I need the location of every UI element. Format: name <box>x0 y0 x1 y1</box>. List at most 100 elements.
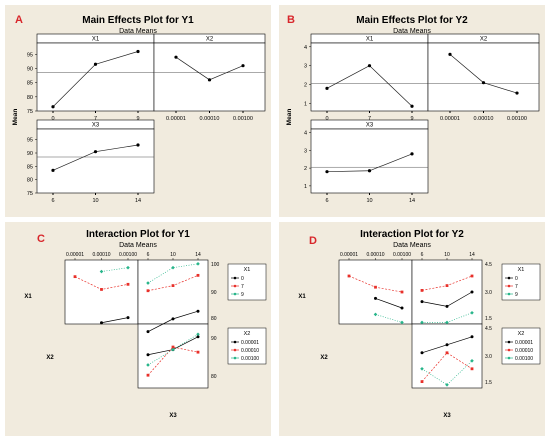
top-tick-label: 0.00001 <box>66 252 84 258</box>
data-point <box>126 316 130 320</box>
data-point <box>196 273 200 277</box>
legend-marker <box>233 340 237 344</box>
top-tick-label: 0.00100 <box>393 252 411 258</box>
data-point <box>470 359 474 363</box>
legend-title: X1 <box>244 267 251 273</box>
legend-title: X2 <box>244 331 251 337</box>
legend-marker <box>233 356 237 360</box>
legend-title: X2 <box>518 331 525 337</box>
series-line <box>421 352 473 382</box>
data-point <box>241 64 245 68</box>
data-point <box>171 265 175 270</box>
data-point <box>171 347 175 352</box>
data-point <box>126 282 130 286</box>
data-point <box>146 353 150 357</box>
panel-letter: D <box>309 235 317 247</box>
data-point <box>445 383 449 387</box>
data-point <box>448 52 452 56</box>
right-tick-label: 3.0 <box>485 354 492 360</box>
data-point <box>325 170 329 174</box>
factor-label: X1 <box>24 294 32 300</box>
data-point <box>470 274 474 278</box>
x-tick-label: 0.00010 <box>200 116 220 122</box>
chart-subtitle: Data Means <box>393 242 431 249</box>
strip-label: X3 <box>92 123 100 129</box>
x-tick-label: 7 <box>368 116 371 122</box>
strip-label: X2 <box>480 37 488 43</box>
data-point <box>196 350 200 354</box>
right-tick-label: 1.5 <box>485 316 492 322</box>
y-tick-label: 4 <box>304 45 307 51</box>
data-point <box>410 152 414 156</box>
top-tick-label: 0.00010 <box>366 252 384 258</box>
plot-area <box>36 42 155 112</box>
factor-label: X1 <box>298 294 306 300</box>
top-tick-label: 0.00010 <box>92 252 110 258</box>
data-point <box>445 343 449 347</box>
y-tick-label: 85 <box>27 81 33 87</box>
legend-marker <box>233 292 237 296</box>
plot-area <box>427 42 540 112</box>
data-point <box>196 262 200 266</box>
data-point <box>420 380 424 383</box>
right-tick-label: 90 <box>211 336 217 342</box>
panel-letter: B <box>287 14 295 26</box>
y-axis-label: Mean <box>12 109 19 126</box>
data-point <box>51 168 55 172</box>
data-point <box>445 284 449 287</box>
interaction-y1-plot: 0.00001 0.00010 0.00100 6 10 1410090809080X1X… <box>24 252 267 419</box>
legend-marker <box>507 284 511 288</box>
top-tick-label: 6 <box>147 252 150 258</box>
series-line <box>421 360 473 386</box>
y-tick-label: 4 <box>304 131 307 137</box>
y-tick-label: 90 <box>27 151 33 157</box>
legend-marker <box>507 292 511 296</box>
y-tick-label: 2 <box>304 83 307 89</box>
chart-subtitle: Data Means <box>119 28 157 35</box>
top-tick-label: 10 <box>170 252 176 258</box>
data-point <box>93 150 98 154</box>
strip-label: X1 <box>92 37 100 43</box>
data-point <box>347 274 351 278</box>
data-point <box>400 306 404 310</box>
data-point <box>171 345 175 349</box>
data-point <box>136 143 140 147</box>
right-tick-label: 90 <box>211 290 217 296</box>
panel-a: A Main Effects Plot for Y1 Data Means X1… <box>5 5 271 217</box>
y-tick-label: 2 <box>304 166 307 172</box>
data-point <box>374 296 377 300</box>
y-tick-label: 3 <box>304 148 307 154</box>
data-point <box>445 304 449 308</box>
chart-title: Main Effects Plot for Y2 <box>356 15 468 26</box>
data-point <box>100 288 103 291</box>
x-tick-label: 9 <box>136 116 139 122</box>
data-point <box>146 330 150 334</box>
legend-marker <box>233 348 237 352</box>
top-tick-label: 6 <box>421 252 424 258</box>
y-tick-label: 1 <box>304 184 307 190</box>
y-tick-label: 75 <box>27 191 33 197</box>
x-tick-label: 0.00001 <box>166 116 186 122</box>
data-point <box>146 289 150 293</box>
right-tick-label: 80 <box>211 374 217 380</box>
data-point <box>420 289 424 292</box>
legend-entry: 0 <box>241 276 244 282</box>
legend-marker <box>507 276 511 280</box>
panel-letter: A <box>15 14 23 26</box>
y-tick-label: 95 <box>27 138 33 144</box>
data-point <box>171 317 175 321</box>
data-point <box>410 104 414 108</box>
panel-d: D Interaction Plot for Y2 Data Means 0.0… <box>279 222 545 436</box>
interaction-cell <box>64 259 139 325</box>
data-point <box>445 320 449 325</box>
legend-marker <box>507 356 511 360</box>
strip-label: X2 <box>206 37 214 43</box>
data-point <box>136 49 140 54</box>
x-tick-label: 0 <box>325 116 328 122</box>
data-point <box>146 281 150 285</box>
legend-marker <box>507 340 511 344</box>
series-line <box>375 314 403 323</box>
y-tick-label: 3 <box>304 64 307 70</box>
x-tick-label: 10 <box>92 198 98 204</box>
